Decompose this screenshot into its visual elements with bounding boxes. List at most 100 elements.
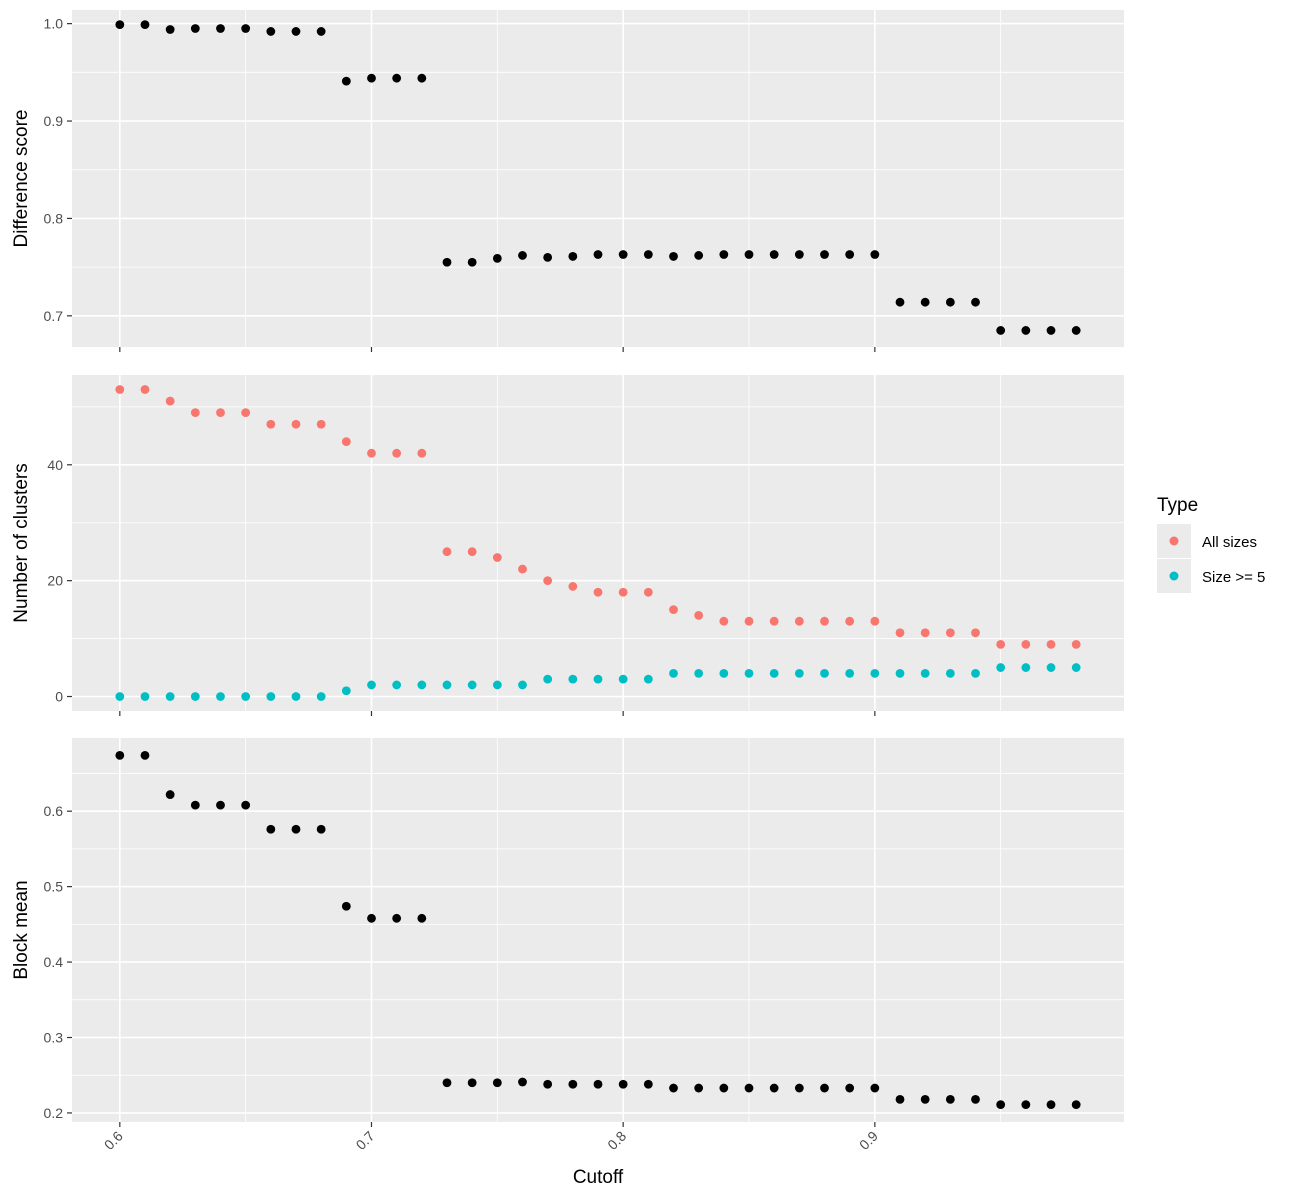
- data-point: [920, 668, 930, 678]
- data-point: [367, 448, 376, 458]
- data-point: [266, 692, 276, 701]
- data-point: [1021, 326, 1031, 335]
- data-point: [618, 587, 628, 597]
- data-point: [769, 250, 779, 259]
- data-point: [316, 824, 326, 834]
- panel-3: 0.2 0.3 0.4 0.5 0.6 Block mean 0.6 0.7 0.8 0.9: [11, 738, 1124, 1153]
- data-point: [920, 297, 930, 307]
- data-point: [945, 628, 955, 638]
- y-tick-label: 0.2: [44, 1105, 64, 1121]
- data-point: [291, 419, 301, 429]
- y-axis-title: Difference score: [11, 110, 32, 248]
- data-point: [694, 1083, 704, 1093]
- data-point: [794, 616, 804, 626]
- data-point: [1021, 1100, 1031, 1110]
- series-all-sizes: [115, 385, 1081, 649]
- panel-background: [72, 738, 1124, 1122]
- data-point: [669, 605, 678, 615]
- data-point: [694, 251, 704, 260]
- data-point: [316, 27, 326, 36]
- data-point: [895, 1094, 905, 1104]
- data-point: [543, 252, 553, 262]
- data-point: [920, 628, 930, 638]
- x-tick-label: 0.7: [353, 1128, 378, 1153]
- data-point: [719, 668, 729, 678]
- data-point: [895, 668, 905, 678]
- x-tick-label: 0.9: [856, 1128, 881, 1153]
- data-point: [392, 448, 402, 458]
- legend-key-size-ge-5: [1169, 571, 1179, 581]
- data-point: [694, 611, 704, 620]
- data-point: [1046, 639, 1056, 649]
- panels: 0.7 0.8 0.9 1.0 Difference score 0 20 40 Number …: [11, 10, 1124, 1153]
- data-point: [190, 800, 200, 810]
- data-point: [744, 668, 754, 678]
- data-point: [442, 547, 452, 557]
- data-point: [417, 913, 427, 923]
- data-point: [216, 408, 225, 418]
- data-point: [442, 1078, 452, 1088]
- data-point: [291, 692, 301, 701]
- data-point: [820, 668, 829, 678]
- data-point: [165, 25, 175, 34]
- data-point: [845, 250, 855, 259]
- series-size-5: [115, 663, 1081, 701]
- y-tick-label: 0.3: [44, 1030, 64, 1046]
- y-tick-label: 0.9: [44, 113, 64, 129]
- legend-label-size-ge-5: Size >= 5: [1202, 569, 1265, 586]
- y-tick-label: 0.6: [44, 803, 64, 819]
- data-point: [996, 663, 1006, 672]
- data-point: [1046, 326, 1056, 335]
- data-point: [1071, 639, 1081, 649]
- data-point: [417, 448, 427, 458]
- data-point: [1071, 1100, 1081, 1110]
- data-point: [669, 252, 678, 261]
- y-axis-title: Block mean: [11, 880, 32, 979]
- data-point: [568, 252, 578, 261]
- data-point: [165, 396, 175, 406]
- data-point: [140, 20, 150, 30]
- x-tick-label: 0.8: [604, 1128, 629, 1153]
- data-point: [694, 668, 704, 678]
- data-point: [467, 257, 477, 267]
- data-point: [241, 408, 251, 418]
- data-point: [618, 1079, 628, 1089]
- data-point: [593, 1079, 603, 1089]
- data-point: [996, 639, 1006, 649]
- data-point: [467, 547, 477, 557]
- data-point: [669, 668, 678, 678]
- data-point: [543, 576, 553, 586]
- data-point: [467, 1078, 477, 1088]
- data-point: [845, 668, 855, 678]
- data-point: [341, 901, 351, 911]
- data-point: [719, 1083, 729, 1093]
- data-point: [291, 824, 301, 834]
- data-point: [241, 800, 251, 810]
- data-point: [442, 257, 452, 267]
- data-point: [492, 253, 502, 263]
- panel-1: 0.7 0.8 0.9 1.0 Difference score: [11, 10, 1124, 352]
- data-point: [971, 297, 980, 307]
- data-point: [895, 628, 905, 638]
- data-point: [593, 250, 603, 259]
- data-point: [1046, 663, 1056, 672]
- data-point: [392, 913, 402, 923]
- data-point: [518, 680, 527, 690]
- panel-2: 0 20 40 Number of clusters: [11, 375, 1124, 716]
- data-point: [190, 24, 200, 33]
- data-point: [190, 408, 200, 418]
- data-point: [266, 419, 276, 429]
- data-point: [794, 250, 804, 259]
- data-point: [140, 385, 150, 394]
- data-point: [744, 1083, 754, 1093]
- data-point: [190, 692, 200, 701]
- data-point: [216, 24, 225, 33]
- data-point: [367, 73, 376, 83]
- data-point: [316, 419, 326, 429]
- data-point: [971, 628, 980, 638]
- data-point: [165, 790, 175, 799]
- data-point: [769, 668, 779, 678]
- data-point: [870, 668, 880, 678]
- data-point: [291, 27, 301, 36]
